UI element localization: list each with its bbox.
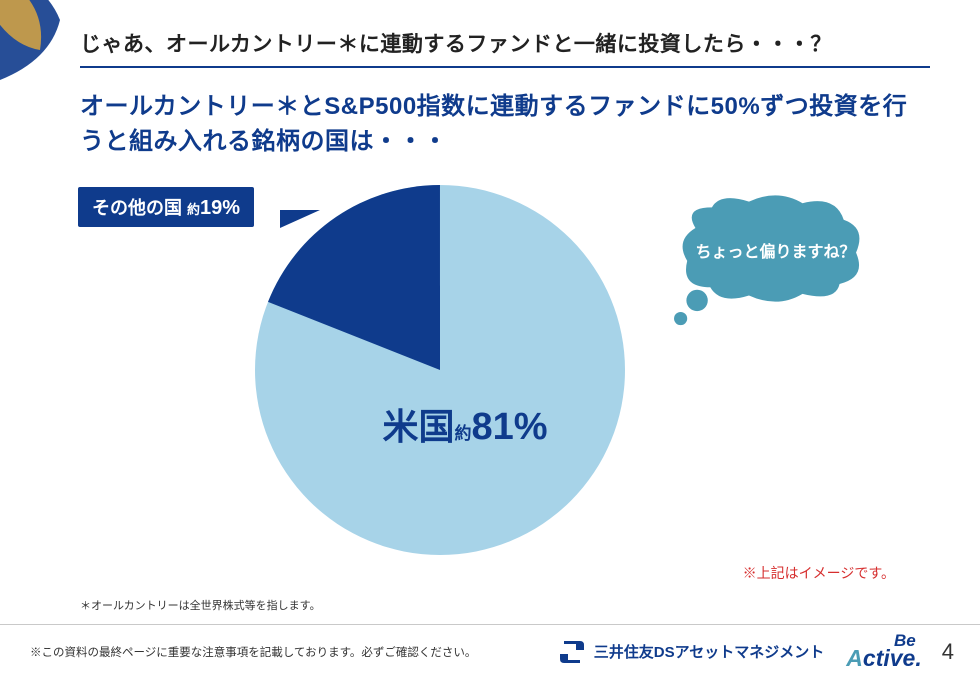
footer-brand: 三井住友DSアセットマネジメント Be Active. (558, 633, 932, 670)
pie-chart (255, 185, 625, 555)
pie-main-country: 米国 (382, 406, 454, 447)
subtitle-text: オールカントリー＊とS&P500指数に連動するファンドに50%ずつ投資を行うと組… (80, 90, 920, 160)
brand-logo-icon (558, 638, 586, 666)
brand-name: 三井住友DSアセットマネジメント (594, 641, 825, 662)
pie-main-approx: 約 (454, 424, 471, 443)
footer-disclaimer: ※この資料の最終ページに重要な注意事項を記載しております。必ずご確認ください。 (30, 644, 558, 660)
callout-label: その他の国 (92, 198, 182, 218)
beactive-logo: Be Active. (846, 633, 921, 670)
thought-bubble (650, 195, 885, 335)
note-image-disclaimer: ※上記はイメージです。 (743, 563, 895, 583)
callout-other-countries: その他の国約19% (78, 187, 254, 227)
note-allcountry-definition: ＊オールカントリーは全世界株式等を指します。 (80, 597, 321, 613)
pie-main-pct: 81% (471, 406, 547, 448)
thought-bubble-text: ちょっと偏りますね？ (683, 238, 868, 262)
title-underline (80, 66, 930, 68)
pie-main-label: 米国約81% (335, 398, 595, 450)
callout-tail (280, 210, 320, 228)
beactive-active: Active. (846, 645, 921, 671)
page-number: 4 (942, 639, 954, 665)
callout-approx: 約 (187, 202, 200, 217)
footer: ※この資料の最終ページに重要な注意事項を記載しております。必ずご確認ください。 … (0, 624, 980, 678)
callout-pct: 19% (200, 197, 240, 219)
page-title: じゃあ、オールカントリー＊に連動するファンドと一緒に投資したら・・・？ (80, 28, 930, 66)
